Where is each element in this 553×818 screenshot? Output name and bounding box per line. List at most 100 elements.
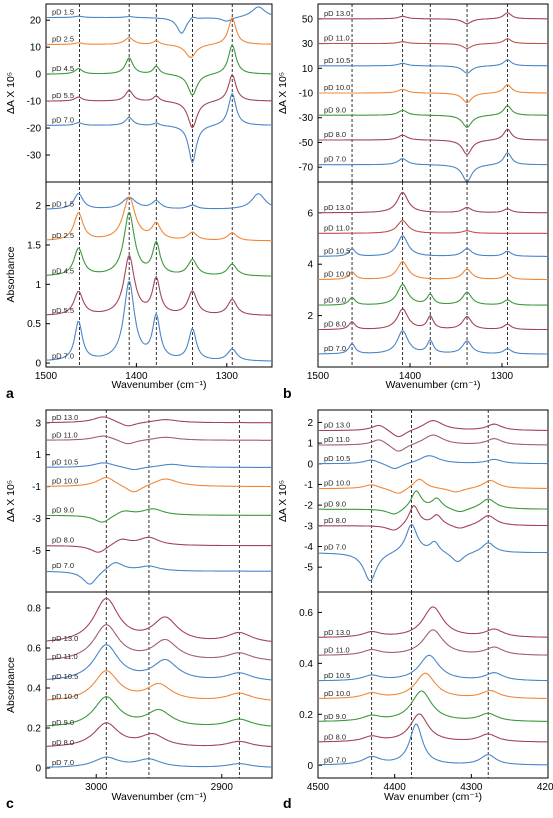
series-line: [46, 722, 273, 748]
series-line: [318, 455, 548, 469]
series-line: [46, 6, 273, 34]
plot-frame: [45, 181, 273, 368]
series-label: pD 13.0: [324, 203, 350, 212]
series-line: [46, 435, 272, 445]
series-label: pD 2.5: [52, 231, 74, 240]
panel-letter: b: [283, 385, 292, 401]
y-tick-label: 0: [35, 359, 41, 370]
y-tick-label: 0.5: [27, 319, 41, 330]
series-label: pD 7.0: [52, 351, 74, 360]
series-label: pD 10.0: [324, 689, 350, 698]
series-line: [318, 151, 548, 183]
series-line: [45, 644, 273, 681]
series-line: [318, 420, 548, 438]
series-line: [318, 713, 548, 743]
panel-d: 2 1 0 -1 -2 -3 -4 -5 ΔA X 10⁵ pD 13.0 pD 11.0 pD 10…: [277, 409, 553, 811]
y-tick-label: 1.5: [27, 240, 41, 251]
series-line: [318, 235, 548, 257]
y-tick-label: -5: [32, 546, 41, 557]
series-line: [318, 504, 548, 531]
series-label: pD 10.0: [324, 83, 350, 92]
series-label: pD 9.0: [52, 718, 74, 727]
series-label: pD 10.0: [324, 270, 350, 279]
series-label: pD 7.0: [324, 543, 346, 552]
x-axis-label: Wav enumber (cm⁻¹): [384, 791, 482, 803]
series-label: pD 10.5: [52, 672, 78, 681]
y-tick-label: 0: [307, 761, 313, 772]
series-label: pD 8.0: [324, 320, 346, 329]
y-tick-label: 0: [35, 764, 41, 775]
series-label: pD 11.0: [52, 430, 78, 439]
series-label: pD 10.0: [324, 479, 350, 488]
series-line: [318, 104, 548, 129]
series-line: [46, 416, 272, 427]
x-tick-label: 1400: [125, 371, 148, 382]
panel-letter: c: [6, 795, 14, 811]
series-line: [318, 284, 549, 306]
series-line: [45, 193, 273, 210]
x-tick-label: 4500: [307, 782, 330, 793]
plot-frame: [317, 591, 549, 779]
y-tick-label: -2: [304, 501, 313, 512]
series-label: pD 10.0: [52, 692, 78, 701]
y-axis-label: ΔA X 10⁵: [5, 480, 17, 522]
series-line: [318, 478, 548, 494]
y-tick-label: -10: [299, 89, 314, 100]
series-line: [45, 280, 272, 362]
series-line: [46, 73, 273, 129]
series-line: [318, 220, 548, 234]
y-tick-label: 0.6: [27, 644, 41, 655]
series-label: pD 8.0: [324, 130, 346, 139]
series-line: [318, 128, 548, 156]
series-label: pD 10.5: [324, 454, 350, 463]
series-line: [318, 490, 548, 515]
series-label: pD 13.0: [324, 421, 350, 430]
series-line: [46, 16, 272, 59]
y-tick-label: -1: [32, 482, 41, 493]
y-tick-label: 0: [307, 459, 313, 470]
series-line: [318, 690, 548, 722]
panel-c-bottom: 0 0.2 0.4 0.6 0.8 Absorbance pD 13.0 pD 11.0 pD …: [5, 591, 273, 779]
y-tick-label: 10: [302, 64, 314, 75]
plot-frame: [317, 181, 549, 368]
series-label: pD 7.0: [52, 758, 74, 767]
y-tick-label: 0.2: [299, 710, 313, 721]
series-label: pD 13.0: [324, 628, 350, 637]
y-tick-label: -50: [299, 138, 314, 149]
x-tick-label: 1500: [35, 371, 58, 382]
series-label: pD 5.5: [52, 306, 74, 315]
series-line: [45, 212, 272, 277]
series-line: [317, 672, 548, 700]
x-tick-label: 1500: [307, 371, 330, 382]
y-tick-label: 0.2: [27, 724, 41, 735]
series-label: pD 7.0: [324, 344, 346, 353]
series-label: pD 8.0: [52, 738, 74, 747]
series-line: [45, 508, 272, 523]
series-label: pD 7.0: [52, 115, 74, 124]
series-line: [46, 92, 273, 164]
panel-a-bottom: 0 0.5 1 1.5 2 Absorbance pD 1.5 pD 2.5 pD 4.5 pD …: [5, 181, 273, 370]
series-line: [46, 476, 272, 493]
y-tick-label: 0: [35, 70, 41, 81]
series-label: pD 10.0: [52, 477, 78, 486]
series-label: pD 10.5: [324, 247, 350, 256]
panel-b: 50 30 10 -10 -30 -50 -70 ΔA X 10⁵ pD 13.0 pD 11.0…: [277, 3, 549, 401]
x-tick-label: 1300: [491, 371, 514, 382]
y-tick-label: 6: [307, 208, 313, 219]
y-tick-label: -3: [304, 521, 313, 532]
y-tick-label: 2: [307, 418, 313, 429]
series-label: pD 9.0: [324, 499, 346, 508]
y-axis-label: ΔA X 10⁵: [5, 72, 17, 114]
series-line: [318, 59, 548, 74]
series-label: pD 5.5: [52, 91, 74, 100]
series-line: [46, 756, 273, 768]
y-tick-label: 10: [30, 43, 42, 54]
panel-letter: d: [283, 795, 292, 811]
y-tick-label: 0.4: [27, 684, 41, 695]
series-line: [46, 255, 272, 316]
series-line: [45, 462, 272, 471]
series-line: [318, 12, 548, 25]
y-tick-label: -4: [304, 542, 313, 553]
y-tick-label: 2: [307, 311, 313, 322]
